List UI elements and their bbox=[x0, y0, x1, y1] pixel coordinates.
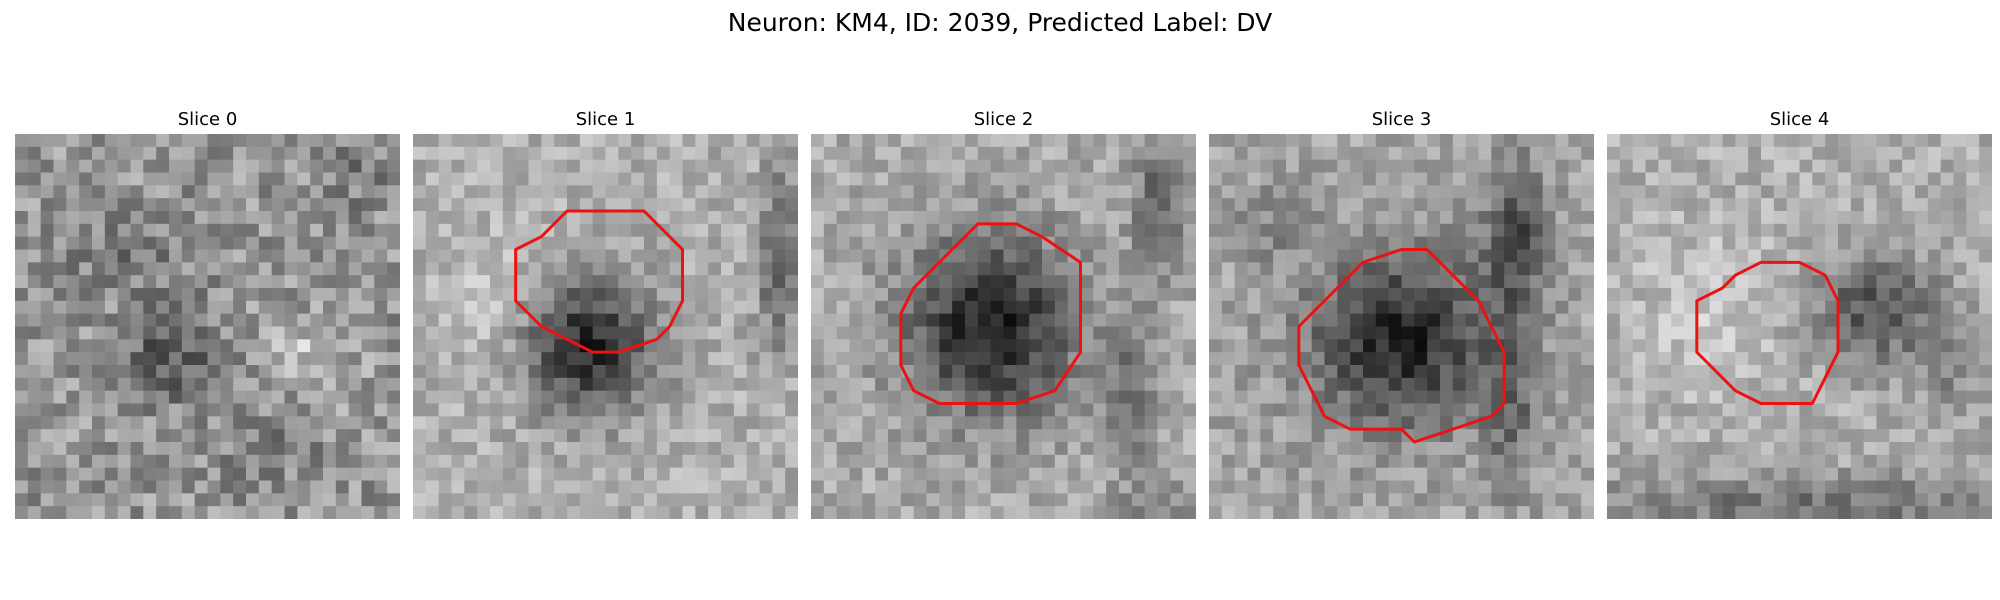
slice-panel-2: Slice 2 bbox=[811, 108, 1196, 519]
predicted-outline-2 bbox=[899, 222, 1082, 405]
predicted-outline-4 bbox=[1695, 260, 1840, 405]
slice-image-3 bbox=[1209, 134, 1594, 519]
slice-title-2: Slice 2 bbox=[973, 109, 1034, 130]
slice-image-4 bbox=[1607, 134, 1992, 519]
slice-image-2 bbox=[811, 134, 1196, 519]
figure-title: Neuron: KM4, ID: 2039, Predicted Label: … bbox=[727, 8, 1273, 37]
slice-title-4: Slice 4 bbox=[1769, 109, 1830, 130]
predicted-outline-1 bbox=[514, 209, 684, 354]
slice-title-0: Slice 0 bbox=[177, 109, 238, 130]
slice-panel-0: Slice 0 bbox=[15, 108, 400, 519]
slice-image-0 bbox=[15, 134, 400, 519]
predicted-outline-3 bbox=[1297, 248, 1506, 444]
slice-title-1: Slice 1 bbox=[575, 109, 636, 130]
slice-image-1 bbox=[413, 134, 798, 519]
slice-panel-4: Slice 4 bbox=[1607, 108, 1992, 519]
slice-panel-1: Slice 1 bbox=[413, 108, 798, 519]
slice-panel-3: Slice 3 bbox=[1209, 108, 1594, 519]
slice-title-3: Slice 3 bbox=[1371, 109, 1432, 130]
